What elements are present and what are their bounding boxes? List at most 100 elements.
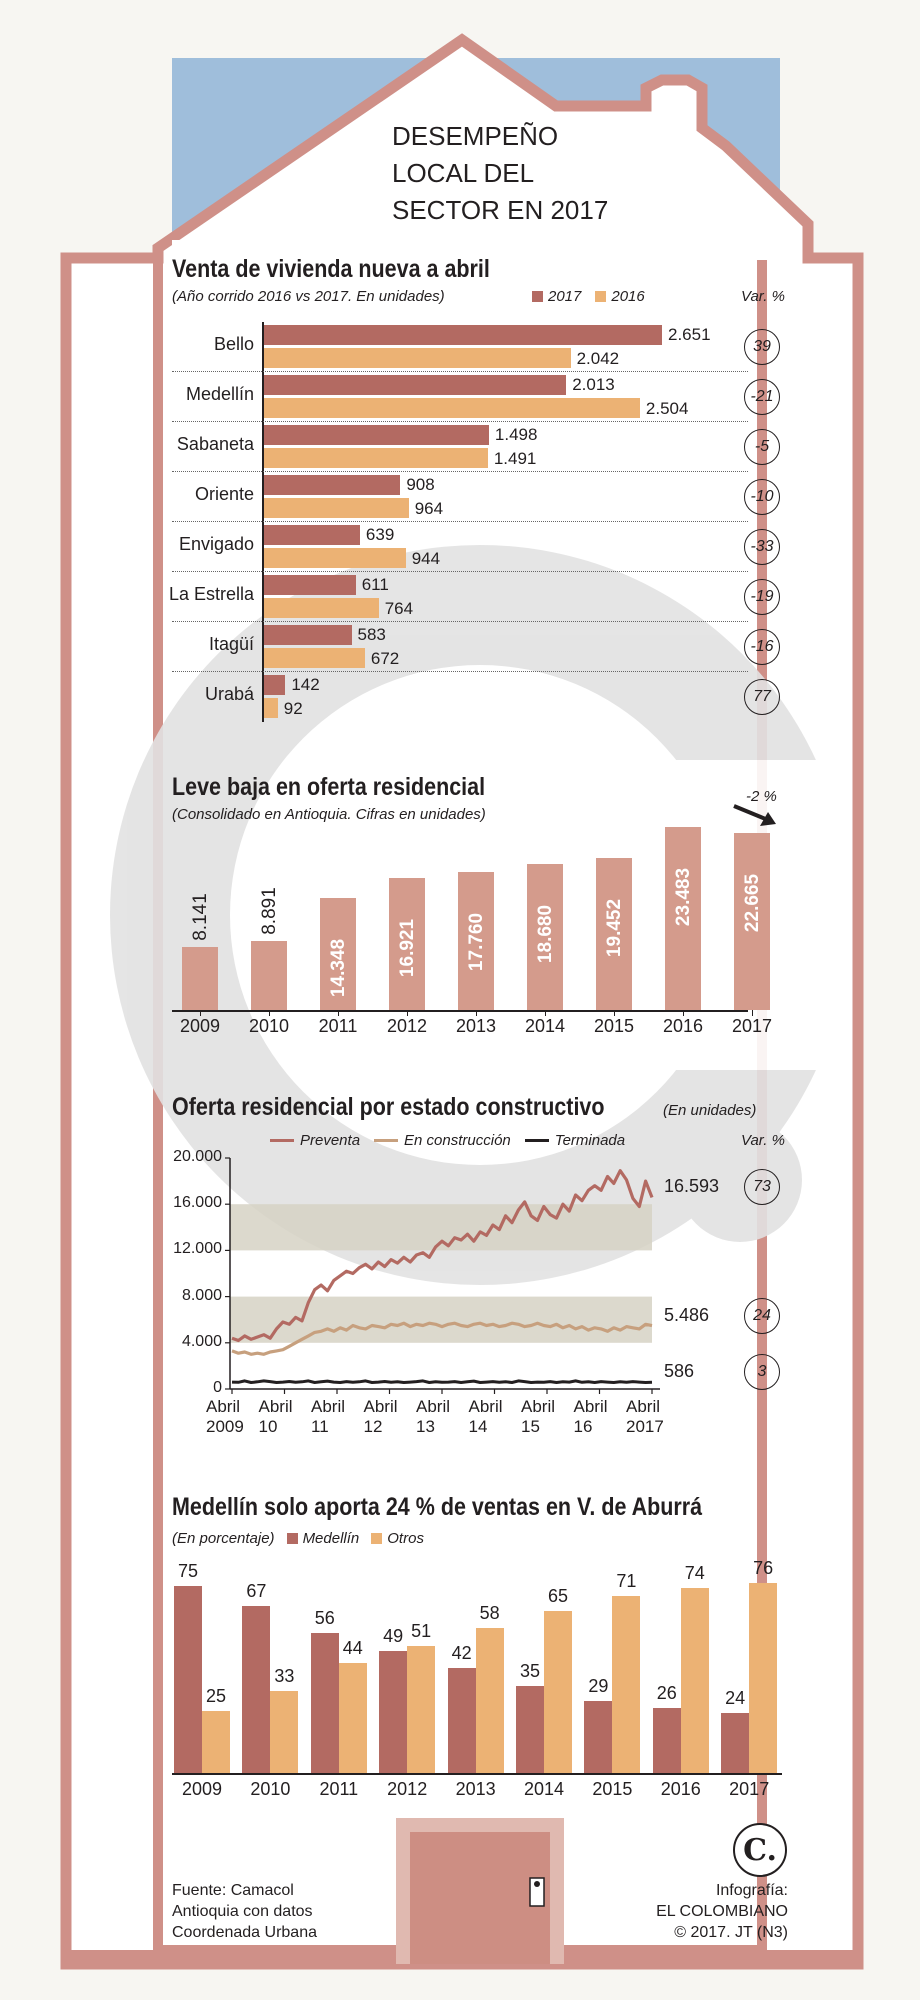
y-tick-label: 12.000 — [173, 1240, 222, 1258]
data-label-medellin: 29 — [588, 1675, 609, 1696]
data-label-2017: 583 — [357, 625, 386, 644]
oferta-subtitle: (Consolidado en Antioquia. Cifras en uni… — [172, 806, 486, 823]
data-label-2017: 2.013 — [572, 375, 615, 394]
category-label: Sabaneta — [176, 434, 254, 454]
x-tick-year: 2009 — [206, 1417, 244, 1436]
data-label-2017: 639 — [365, 525, 395, 544]
legend-label: Terminada — [554, 1132, 626, 1149]
title-line: SECTOR EN 2017 — [392, 195, 609, 225]
estado-units: (En unidades) — [663, 1102, 757, 1119]
title-line: DESEMPEÑO — [392, 121, 559, 151]
x-tick-label: Abril 2017 — [626, 1397, 664, 1437]
legend-label: 2016 — [611, 288, 645, 305]
tick-mark — [545, 1010, 546, 1016]
legend-swatch-otros — [371, 1533, 383, 1544]
data-label-medellin: 26 — [656, 1683, 677, 1703]
data-label-2016: 2.504 — [645, 399, 689, 418]
data-label-2016: 2.042 — [576, 349, 620, 368]
data-label-2016: 944 — [411, 549, 441, 568]
data-label-medellin: 35 — [519, 1660, 541, 1681]
legend-label: Preventa — [300, 1132, 361, 1149]
x-tick-label: 2010 — [248, 1016, 290, 1036]
var-badge: -16 — [744, 629, 780, 665]
legend-swatch-medellin — [286, 1533, 298, 1544]
x-tick-month: Abril — [206, 1397, 241, 1416]
baseline — [172, 1773, 782, 1775]
data-label-otros: 58 — [479, 1603, 500, 1623]
data-label-otros: 74 — [684, 1563, 705, 1583]
data-label-otros: 76 — [753, 1558, 774, 1578]
data-label-2016: 92 — [283, 699, 303, 718]
tick-mark — [269, 1010, 270, 1016]
bar-medellin — [652, 1708, 681, 1773]
data-label-2016: 964 — [414, 499, 444, 518]
door-handle-icon — [529, 1877, 545, 1907]
x-tick-label: 2016 — [662, 1016, 704, 1036]
bar-2016 — [264, 648, 365, 668]
bar-medellin — [242, 1605, 271, 1773]
page-title: DESEMPEÑO LOCAL DEL SECTOR EN 2017 — [392, 118, 608, 229]
data-label-medellin: 24 — [725, 1688, 746, 1708]
estado-legend: Preventa En construcción Terminada — [270, 1132, 625, 1149]
bar-otros — [680, 1588, 709, 1773]
x-tick-year: 14 — [468, 1417, 488, 1436]
row-separator — [172, 471, 748, 472]
x-tick-label: Abril 16 — [574, 1397, 608, 1437]
series-line-0 — [231, 1169, 654, 1343]
bar-2016 — [264, 448, 488, 468]
var-badge: 77 — [744, 679, 780, 715]
x-tick-label: 2011 — [319, 1779, 359, 1799]
category-label: Itagüí — [208, 634, 254, 654]
bar-2016 — [264, 598, 379, 618]
data-label-2017: 142 — [291, 675, 320, 694]
var-badge: 3 — [744, 1354, 780, 1390]
source-line: Coordenada Urbana — [172, 1924, 317, 1941]
x-tick-month: Abril — [573, 1397, 608, 1416]
category-label: Bello — [213, 334, 254, 354]
y-tick-label: 20.000 — [173, 1148, 222, 1165]
medellin-legend: (En porcentaje) Medellín Otros — [172, 1530, 424, 1547]
data-label-otros: 51 — [411, 1620, 432, 1641]
row-separator — [172, 521, 748, 522]
var-badge: 73 — [744, 1169, 780, 1205]
oferta-bar — [389, 878, 425, 1010]
legend-swatch-2016 — [595, 291, 607, 302]
legend-line-preventa — [270, 1139, 294, 1142]
y-tick-label: 4.000 — [181, 1332, 222, 1350]
x-tick-label: 2012 — [386, 1016, 428, 1036]
data-label-medellin: 42 — [451, 1643, 472, 1663]
bar-2016 — [264, 698, 278, 718]
series-end-label: 16.593 — [664, 1176, 720, 1196]
bar-otros — [749, 1583, 778, 1773]
x-tick-month: Abril — [363, 1397, 398, 1416]
tick-mark — [752, 1010, 753, 1016]
ventas-legend: 2017 2016 — [532, 288, 645, 305]
estado-var-header: Var. % — [741, 1132, 785, 1149]
x-tick-label: Abril 11 — [311, 1397, 345, 1437]
bar-medellin — [447, 1668, 476, 1773]
x-tick-year: 2017 — [626, 1417, 664, 1436]
bar-otros — [475, 1628, 504, 1773]
bar-2017 — [264, 575, 356, 595]
x-tick-year: 11 — [311, 1417, 329, 1436]
house-outline — [60, 33, 864, 1970]
x-tick-year: 13 — [416, 1417, 435, 1436]
category-label: Medellín — [185, 384, 254, 404]
bar-medellin — [721, 1713, 750, 1773]
category-label: La Estrella — [168, 584, 254, 604]
tick-mark — [338, 1010, 339, 1016]
y-tick-label: 8.000 — [181, 1286, 222, 1304]
row-separator — [172, 671, 748, 672]
data-label-medellin: 56 — [314, 1608, 335, 1628]
row-separator — [172, 571, 748, 572]
estado-title-row: Oferta residencial por estado constructi… — [172, 1093, 675, 1122]
category-label: Urabá — [204, 684, 254, 704]
data-label-otros: 25 — [205, 1685, 227, 1706]
legend-swatch-2017 — [532, 291, 543, 302]
bar-otros — [407, 1645, 436, 1773]
category-label: Oriente — [194, 484, 254, 504]
x-tick-month: Abril — [258, 1397, 293, 1416]
bar-otros — [202, 1710, 230, 1773]
credit-line: Infografía: — [715, 1882, 788, 1899]
